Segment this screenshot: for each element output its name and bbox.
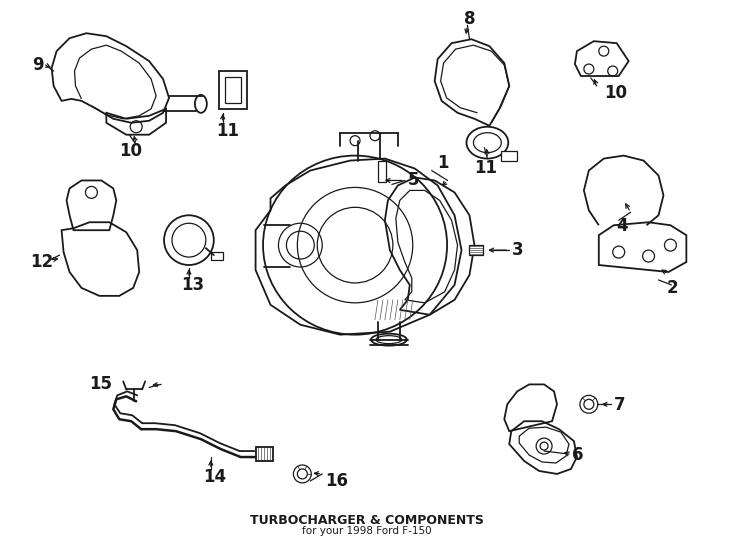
Text: TURBOCHARGER & COMPONENTS: TURBOCHARGER & COMPONENTS — [250, 514, 484, 527]
Text: 9: 9 — [32, 56, 43, 74]
Bar — [225, 77, 241, 103]
Text: 15: 15 — [90, 375, 112, 394]
Text: 8: 8 — [463, 10, 475, 28]
Bar — [219, 71, 247, 109]
Text: 5: 5 — [408, 172, 419, 190]
Bar — [378, 160, 386, 183]
Bar — [470, 245, 484, 255]
Text: 16: 16 — [325, 472, 348, 490]
Text: 13: 13 — [181, 276, 204, 294]
Bar — [501, 151, 517, 160]
Text: 7: 7 — [614, 396, 625, 414]
Bar — [255, 447, 274, 461]
Text: 12: 12 — [30, 253, 53, 271]
Text: for your 1998 Ford F-150: for your 1998 Ford F-150 — [302, 525, 432, 536]
Text: 11: 11 — [474, 159, 498, 177]
Text: 6: 6 — [572, 446, 584, 464]
Text: 3: 3 — [512, 241, 524, 259]
Text: 1: 1 — [437, 153, 449, 172]
Text: 10: 10 — [604, 84, 627, 102]
Text: 11: 11 — [216, 122, 239, 140]
Bar — [211, 252, 222, 260]
Text: 10: 10 — [120, 141, 142, 160]
Text: 2: 2 — [666, 279, 678, 297]
Text: 14: 14 — [203, 468, 226, 486]
Text: 4: 4 — [617, 217, 628, 235]
